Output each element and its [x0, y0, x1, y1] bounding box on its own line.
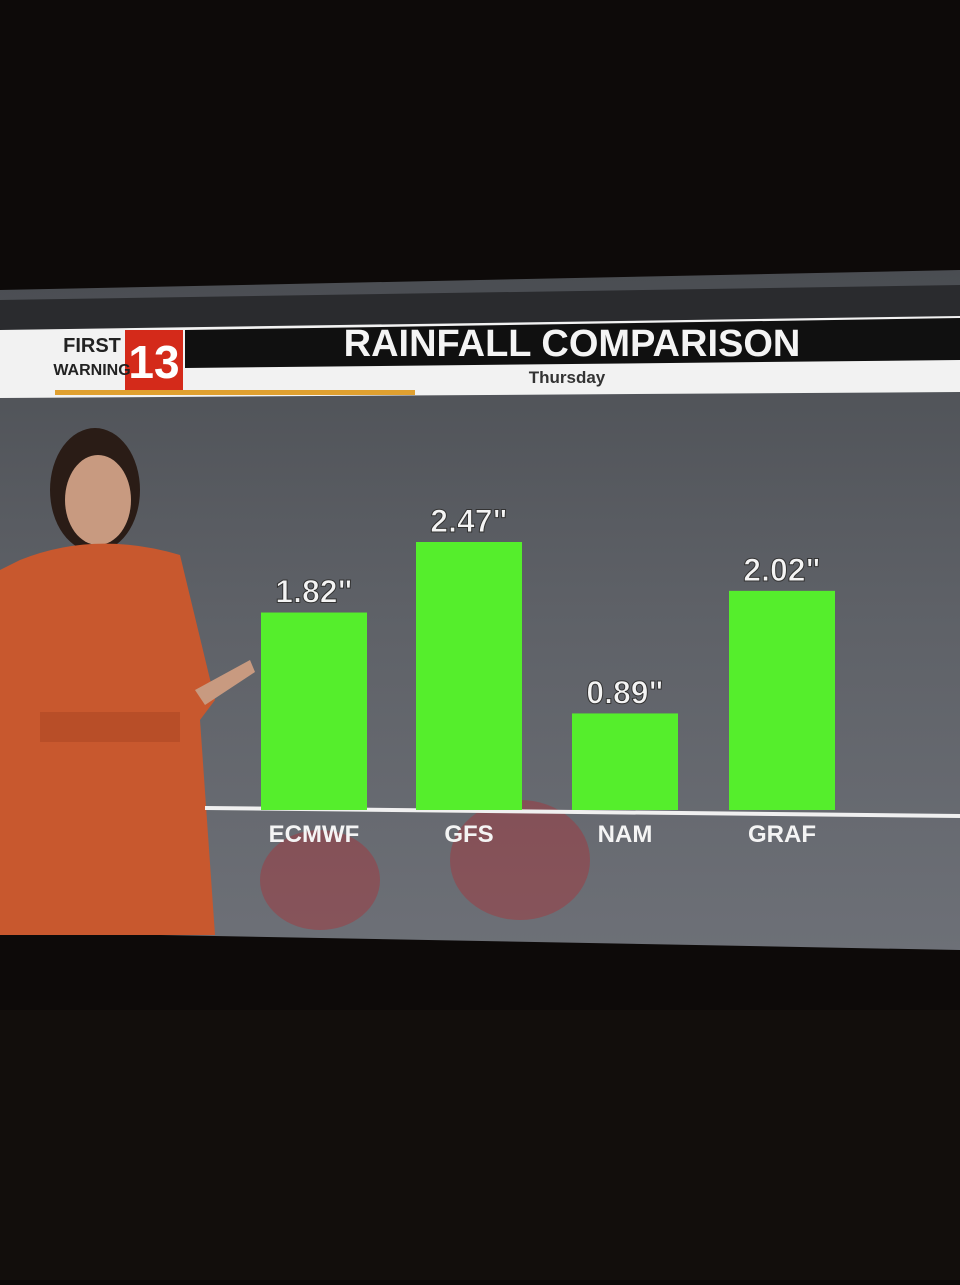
logo-line2: WARNING — [53, 362, 130, 379]
category-label: NAM — [598, 821, 653, 848]
banner-top — [0, 285, 960, 330]
bar — [261, 612, 367, 810]
stand — [0, 1010, 960, 1280]
bar — [729, 590, 835, 810]
logo-line1: FIRST — [63, 335, 121, 357]
chart-title: RAINFALL COMPARISON — [344, 323, 801, 365]
value-label: 0.89" — [586, 674, 663, 710]
logo-number: 13 — [128, 336, 179, 388]
logo-box — [125, 330, 183, 390]
background-blur — [260, 830, 380, 930]
presenter — [0, 428, 255, 935]
category-label: GRAF — [748, 821, 816, 848]
bar — [572, 713, 678, 810]
background-blur — [450, 800, 590, 920]
bar — [416, 542, 522, 810]
title-bar — [185, 318, 960, 368]
category-label: ECMWF — [269, 821, 360, 848]
chart-subtitle: Thursday — [529, 368, 606, 387]
color-stripe — [55, 390, 415, 395]
value-label: 2.47" — [430, 503, 507, 539]
value-label: 1.82" — [275, 574, 352, 610]
category-label: GFS — [444, 821, 493, 848]
value-label: 2.02" — [743, 552, 820, 588]
